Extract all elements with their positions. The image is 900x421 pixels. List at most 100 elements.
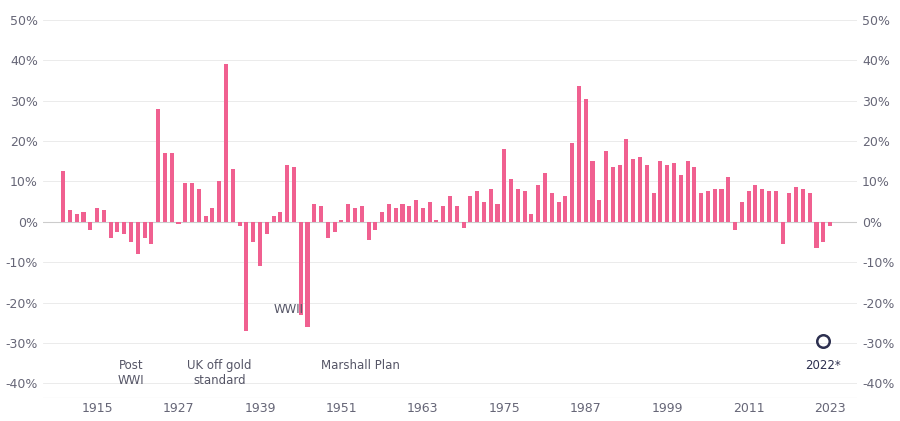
Bar bbox=[598, 200, 601, 222]
Bar bbox=[224, 64, 228, 222]
Bar bbox=[570, 143, 574, 222]
Bar bbox=[807, 194, 812, 222]
Bar bbox=[788, 194, 791, 222]
Bar bbox=[265, 222, 269, 234]
Bar bbox=[414, 200, 418, 222]
Bar bbox=[142, 222, 147, 238]
Bar bbox=[292, 167, 296, 222]
Bar bbox=[319, 205, 323, 222]
Bar bbox=[590, 161, 595, 222]
Bar bbox=[454, 205, 459, 222]
Bar bbox=[536, 185, 540, 222]
Bar bbox=[448, 195, 452, 222]
Bar bbox=[122, 222, 126, 234]
Bar bbox=[366, 222, 371, 240]
Bar bbox=[360, 205, 364, 222]
Bar bbox=[380, 212, 384, 222]
Bar bbox=[529, 214, 534, 222]
Bar bbox=[686, 161, 689, 222]
Bar bbox=[163, 153, 167, 222]
Bar bbox=[245, 222, 248, 331]
Bar bbox=[617, 165, 622, 222]
Bar bbox=[794, 187, 798, 222]
Bar bbox=[170, 153, 174, 222]
Bar bbox=[435, 220, 438, 222]
Bar bbox=[184, 184, 187, 222]
Bar bbox=[604, 151, 608, 222]
Bar bbox=[462, 222, 465, 228]
Text: Marshall Plan: Marshall Plan bbox=[321, 359, 400, 372]
Bar bbox=[719, 189, 724, 222]
Bar bbox=[75, 214, 79, 222]
Bar bbox=[333, 222, 337, 232]
Bar bbox=[393, 208, 398, 222]
Bar bbox=[509, 179, 513, 222]
Bar bbox=[407, 205, 411, 222]
Bar bbox=[563, 195, 567, 222]
Bar bbox=[238, 222, 241, 226]
Bar bbox=[801, 189, 805, 222]
Bar bbox=[61, 171, 65, 222]
Bar bbox=[115, 222, 120, 232]
Bar bbox=[326, 222, 330, 238]
Bar bbox=[821, 222, 825, 242]
Bar bbox=[217, 181, 221, 222]
Bar bbox=[149, 222, 153, 244]
Bar bbox=[68, 210, 72, 222]
Bar bbox=[400, 204, 404, 222]
Bar bbox=[692, 167, 697, 222]
Bar bbox=[299, 222, 302, 315]
Text: 2022*: 2022* bbox=[806, 359, 842, 372]
Text: Post
WWI: Post WWI bbox=[118, 359, 144, 387]
Bar bbox=[706, 192, 710, 222]
Bar bbox=[516, 189, 520, 222]
Bar bbox=[631, 159, 635, 222]
Bar bbox=[421, 208, 425, 222]
Bar bbox=[102, 210, 106, 222]
Bar bbox=[496, 204, 500, 222]
Bar bbox=[828, 222, 832, 226]
Bar bbox=[644, 165, 649, 222]
Bar bbox=[312, 204, 316, 222]
Bar bbox=[584, 99, 588, 222]
Bar bbox=[625, 139, 628, 222]
Bar bbox=[285, 165, 289, 222]
Bar bbox=[638, 157, 642, 222]
Bar bbox=[713, 189, 716, 222]
Bar bbox=[136, 222, 140, 254]
Bar bbox=[428, 202, 432, 222]
Bar bbox=[672, 163, 676, 222]
Bar bbox=[611, 167, 615, 222]
Bar bbox=[353, 208, 357, 222]
Bar bbox=[211, 208, 214, 222]
Bar bbox=[753, 185, 758, 222]
Bar bbox=[726, 177, 730, 222]
Bar bbox=[468, 195, 472, 222]
Bar bbox=[129, 222, 133, 242]
Bar bbox=[272, 216, 275, 222]
Text: WWII: WWII bbox=[274, 303, 303, 316]
Bar bbox=[197, 189, 201, 222]
Bar bbox=[679, 175, 683, 222]
Bar bbox=[95, 208, 99, 222]
Bar bbox=[659, 161, 662, 222]
Bar bbox=[550, 194, 554, 222]
Bar bbox=[740, 202, 744, 222]
Bar bbox=[278, 212, 283, 222]
Bar bbox=[475, 192, 479, 222]
Bar bbox=[374, 222, 377, 230]
Bar bbox=[441, 205, 446, 222]
Bar bbox=[699, 194, 703, 222]
Bar bbox=[305, 222, 310, 327]
Bar bbox=[251, 222, 256, 242]
Bar bbox=[774, 192, 778, 222]
Bar bbox=[665, 165, 670, 222]
Bar bbox=[230, 169, 235, 222]
Bar bbox=[489, 189, 493, 222]
Bar bbox=[543, 173, 547, 222]
Bar bbox=[258, 222, 262, 266]
Bar bbox=[814, 222, 818, 248]
Bar bbox=[502, 149, 507, 222]
Bar bbox=[109, 222, 112, 238]
Bar bbox=[387, 204, 391, 222]
